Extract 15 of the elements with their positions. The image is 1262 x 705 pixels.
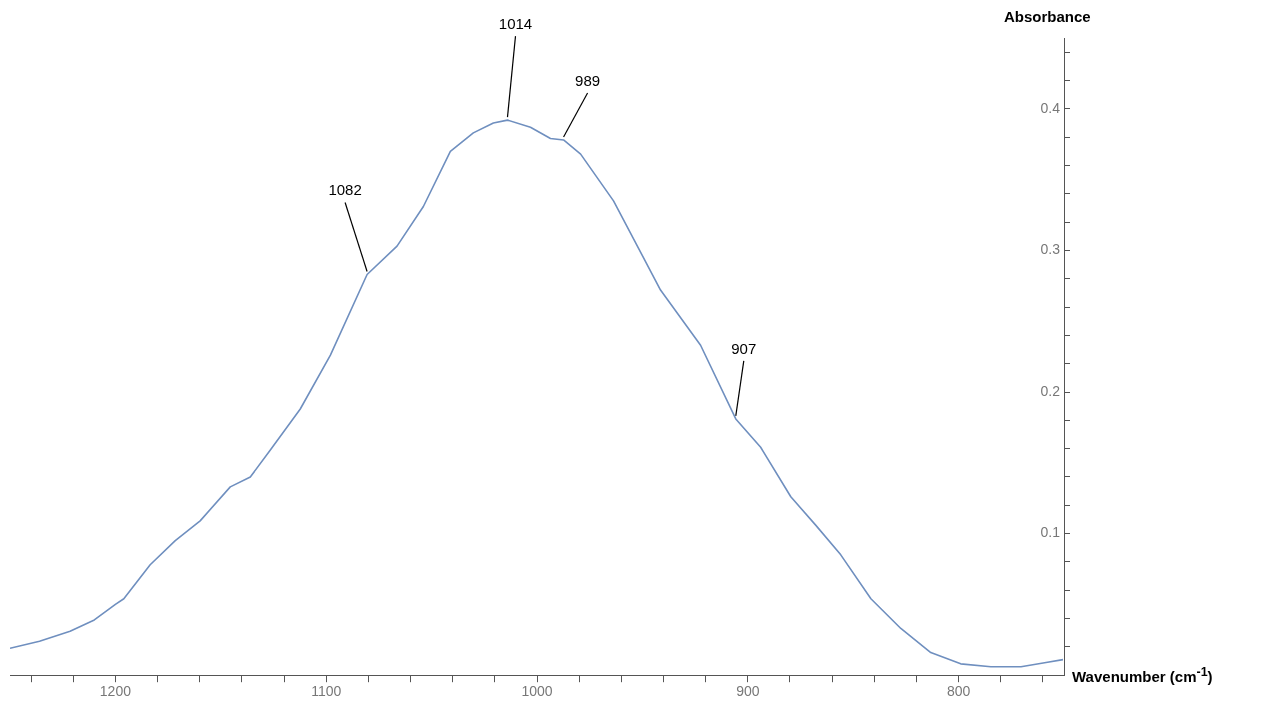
- y-tick-label: 0.4: [1040, 99, 1061, 116]
- annotation: 907: [731, 339, 757, 357]
- y-tick-label: 0.1: [1040, 524, 1061, 541]
- x-tick-label: 800: [946, 683, 971, 700]
- annotation: 1014: [498, 14, 533, 32]
- x-tick-label: 1100: [311, 683, 342, 700]
- x-tick-label: 1200: [99, 683, 132, 700]
- x-tick-label: 900: [736, 683, 760, 700]
- y-tick-label: 0.2: [1040, 382, 1061, 399]
- y-axis-title: Absorbance: [1004, 8, 1091, 25]
- annotation: 1082: [328, 181, 362, 199]
- y-tick-label: 0.3: [1040, 241, 1061, 258]
- x-tick-label: 1000: [521, 683, 553, 700]
- annotation: 989: [575, 71, 601, 89]
- x-axis-title: Wavenumber (cm$^{-1}$): [1072, 665, 1213, 686]
